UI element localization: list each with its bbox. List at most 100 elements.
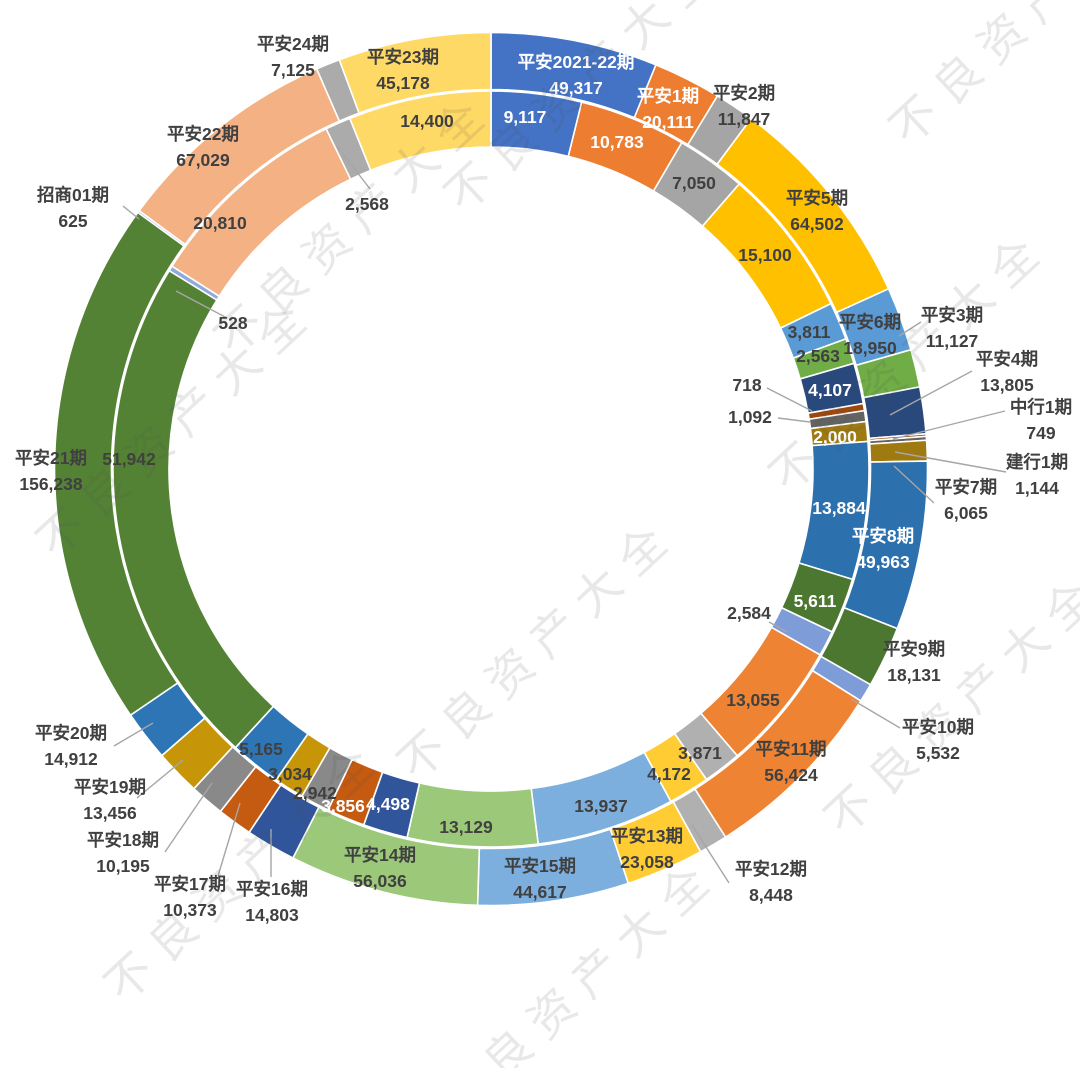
inner-label-value-平安2021-22期: 9,117: [504, 107, 547, 127]
outer-label-name-平安21期: 平安21期: [15, 448, 87, 468]
outer-label-value-平安17期: 10,373: [163, 900, 217, 920]
outer-label-value-平安24期: 7,125: [271, 60, 315, 80]
outer-label-name-平安18期: 平安18期: [87, 830, 159, 850]
inner-label-value-平安14期: 13,129: [439, 817, 493, 837]
outer-label-name-平安22期: 平安22期: [167, 124, 239, 144]
leader-line-建行1期: [894, 451, 1007, 473]
outer-label-value-平安16期: 14,803: [245, 905, 299, 925]
outer-label-value-平安2021-22期: 49,317: [549, 78, 603, 98]
outer-label-value-平安15期: 44,617: [513, 882, 567, 902]
inner-label-value-平安20期: 5,165: [239, 739, 283, 759]
inner-label-value-招商01期: 528: [218, 313, 247, 333]
outer-label-name-平安8期: 平安8期: [852, 526, 914, 546]
inner-label-value-平安8期: 13,884: [812, 498, 866, 518]
outer-label-value-平安6期: 18,950: [843, 338, 897, 358]
inner-label-value-平安19期: 3,034: [268, 764, 312, 784]
leader-line-中行1期: [766, 387, 813, 412]
leader-line-平安17期: [217, 802, 241, 877]
outer-label-name-平安16期: 平安16期: [236, 879, 308, 899]
leader-line-招商01期: [175, 290, 228, 319]
outer-label-name-平安4期: 平安4期: [976, 349, 1038, 369]
leader-line-平安12期: [691, 824, 730, 884]
inner-label-value-平安11期: 13,055: [726, 690, 780, 710]
outer-label-name-平安19期: 平安19期: [74, 777, 146, 797]
segment-outer-平安23期: [338, 31, 492, 115]
inner-label-value-平安21期: 51,942: [102, 449, 156, 469]
inner-label-value-平安3期: 2,563: [796, 346, 840, 366]
outer-label-name-平安5期: 平安5期: [786, 188, 848, 208]
outer-label-name-平安7期: 平安7期: [935, 477, 997, 497]
outer-label-value-平安9期: 18,131: [887, 665, 941, 685]
segments: [53, 31, 929, 907]
outer-label-name-平安23期: 平安23期: [367, 47, 439, 67]
watermark-text: 不良资产大全: [388, 507, 687, 791]
outer-label-name-平安10期: 平安10期: [902, 717, 974, 737]
inner-label-value-平安24期: 2,568: [345, 194, 389, 214]
outer-label-value-平安8期: 49,963: [856, 552, 910, 572]
outer-label-value-平安12期: 8,448: [749, 885, 793, 905]
watermark-text: 不良资产大全: [880, 0, 1080, 155]
outer-label-value-平安7期: 6,065: [944, 503, 988, 523]
inner-label-value-平安4期: 4,107: [808, 380, 852, 400]
outer-label-value-平安18期: 10,195: [96, 856, 150, 876]
leader-line-平安20期: [113, 722, 154, 747]
outer-label-name-平安1期: 平安1期: [637, 86, 699, 106]
outer-label-name-平安6期: 平安6期: [839, 312, 901, 332]
outer-label-value-平安3期: 11,127: [926, 331, 979, 351]
outer-label-value-平安5期: 64,502: [790, 214, 844, 234]
outer-label-value-平安19期: 13,456: [83, 803, 137, 823]
inner-label-value-平安10期: 2,584: [727, 603, 771, 623]
inner-label-value-平安18期: 2,942: [293, 783, 337, 803]
outer-label-value-平安10期: 5,532: [916, 743, 960, 763]
leader-line-平安10期: [850, 698, 901, 729]
inner-label-value-平安22期: 20,810: [193, 213, 247, 233]
outer-label-name-平安3期: 平安3期: [921, 305, 983, 325]
outer-label-value-建行1期: 1,144: [1015, 478, 1059, 498]
leader-line-平安4期: [889, 370, 973, 416]
outer-label-name-平安15期: 平安15期: [504, 856, 576, 876]
outer-label-value-平安14期: 56,036: [353, 871, 407, 891]
outer-label-value-平安20期: 14,912: [44, 749, 98, 769]
inner-label-value-平安12期: 3,871: [678, 743, 722, 763]
outer-label-name-平安24期: 平安24期: [257, 34, 329, 54]
inner-label-value-平安2期: 7,050: [672, 173, 716, 193]
outer-label-name-建行1期: 建行1期: [1006, 452, 1068, 472]
inner-label-value-平安1期: 10,783: [590, 132, 644, 152]
inner-label-value-中行1期: 718: [732, 375, 761, 395]
outer-label-name-招商01期: 招商01期: [37, 185, 109, 205]
inner-label-value-平安17期: 3,856: [321, 796, 365, 816]
inner-label-value-平安23期: 14,400: [400, 111, 454, 131]
outer-label-value-平安22期: 67,029: [176, 150, 230, 170]
outer-label-value-平安1期: 20,111: [642, 112, 694, 132]
leader-line-平安18期: [164, 782, 213, 853]
inner-label-value-平安7期: 2,000: [813, 427, 857, 447]
inner-label-value-平安13期: 4,172: [647, 764, 691, 784]
outer-label-value-平安23期: 45,178: [376, 73, 430, 93]
outer-label-name-平安12期: 平安12期: [735, 859, 807, 879]
segment-inner-平安23期: [348, 90, 492, 172]
inner-label-value-平安9期: 5,611: [794, 591, 837, 611]
outer-label-value-平安2期: 11,847: [718, 109, 771, 129]
outer-label-name-平安20期: 平安20期: [35, 723, 107, 743]
leader-line-招商01期: [122, 205, 140, 220]
outer-label-name-平安9期: 平安9期: [883, 639, 945, 659]
outer-label-value-平安13期: 23,058: [620, 852, 674, 872]
outer-label-value-中行1期: 749: [1026, 423, 1055, 443]
leader-line-平安3期: [898, 321, 922, 337]
inner-label-value-平安15期: 13,937: [574, 796, 628, 816]
outer-label-value-平安11期: 56,424: [764, 765, 818, 785]
inner-label-value-平安5期: 15,100: [738, 245, 792, 265]
segment-outer-平安7期: [868, 439, 929, 463]
inner-label-value-平安16期: 4,498: [366, 794, 410, 814]
outer-label-value-招商01期: 625: [58, 211, 87, 231]
leader-line-建行1期: [777, 417, 811, 423]
leader-lines: [113, 145, 1007, 884]
leader-line-平安19期: [136, 759, 184, 799]
outer-label-value-平安4期: 13,805: [980, 375, 1034, 395]
leader-line-中行1期: [892, 410, 1006, 440]
inner-label-value-平安6期: 3,811: [788, 322, 831, 342]
inner-label-value-建行1期: 1,092: [728, 407, 772, 427]
